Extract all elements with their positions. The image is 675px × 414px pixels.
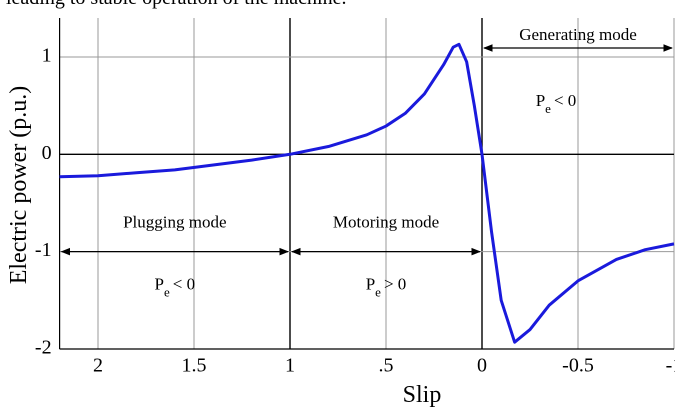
condition-part: e <box>164 285 170 300</box>
power-condition: Pe > 0 <box>366 275 407 300</box>
x-axis-label: Slip <box>403 382 442 408</box>
power-condition: Pe < 0 <box>536 91 577 116</box>
mode-label: Generating mode <box>519 25 637 44</box>
y-tick-label: 0 <box>42 142 52 164</box>
mode-label: Motoring mode <box>333 213 439 232</box>
x-tick-label: -1 <box>666 355 675 377</box>
condition-part: < 0 <box>173 275 195 294</box>
y-tick-label: -1 <box>35 239 52 261</box>
power-condition: Pe < 0 <box>155 275 196 300</box>
condition-part: P <box>155 275 164 294</box>
condition-part: < 0 <box>554 91 576 110</box>
caption-fragment: leading to stable operation of the machi… <box>6 0 346 9</box>
power-curve <box>59 42 675 344</box>
condition-part: P <box>366 275 375 294</box>
x-tick-label: 1.5 <box>182 355 207 377</box>
condition-part: e <box>545 101 551 116</box>
x-tick-label: .5 <box>379 355 394 377</box>
condition-part: P <box>536 91 545 110</box>
x-tick-label: 1 <box>285 355 295 377</box>
y-axis-label: Electric power (p.u.) <box>6 86 32 285</box>
x-tick-label: -0.5 <box>562 355 594 377</box>
x-tick-label: 2 <box>93 355 103 377</box>
condition-part: e <box>375 285 381 300</box>
condition-part: > 0 <box>384 275 406 294</box>
y-tick-label: 1 <box>42 45 52 67</box>
y-tick-label: -2 <box>35 337 52 359</box>
plot-area: 21.51.50-0.5-110-1-2 <box>35 18 675 377</box>
mode-label: Plugging mode <box>123 213 226 232</box>
x-tick-label: 0 <box>477 355 487 377</box>
